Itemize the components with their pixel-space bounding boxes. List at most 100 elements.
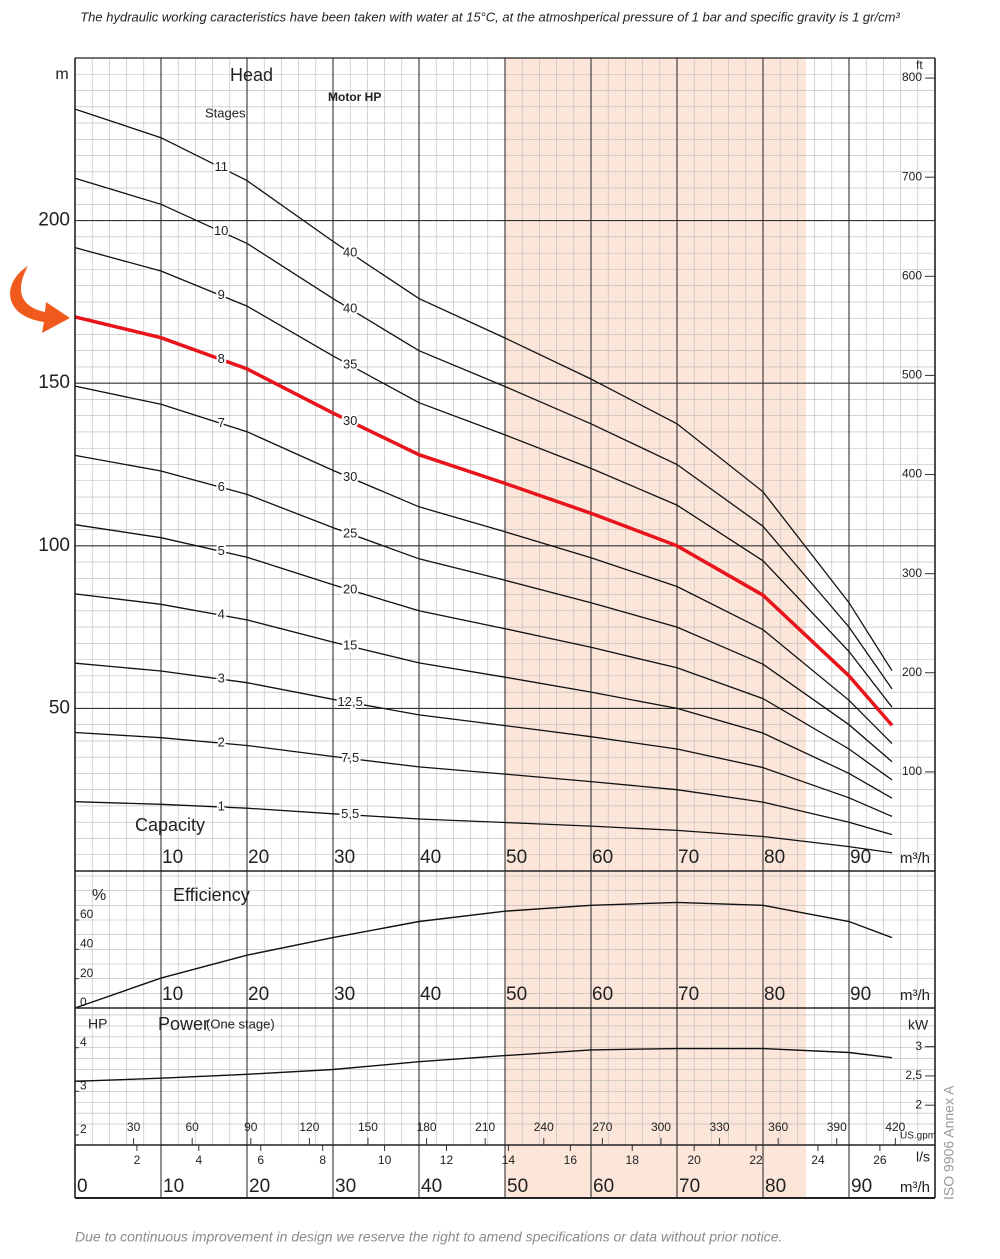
x-tick-label: 0 [77, 1176, 88, 1197]
pointer-arrow [10, 266, 71, 333]
motor-hp-label: 25 [343, 525, 357, 540]
head-curve [74, 385, 893, 744]
stage-label: 11 [214, 159, 228, 174]
stage-label: 1 [218, 799, 225, 814]
x-tick-label: 50 [506, 847, 527, 868]
x-tick-label: 40 [420, 847, 441, 868]
background-layer [74, 58, 935, 1198]
x-tick-label: 120 [299, 1120, 319, 1134]
axis-unit: m³/h [900, 1179, 930, 1196]
x-tick-label: 10 [162, 984, 183, 1005]
x-axis-title: Capacity [135, 815, 205, 835]
x-unit: m³/h [900, 987, 930, 1004]
y-axis-unit: % [92, 887, 106, 904]
stage-label: 7 [218, 415, 225, 430]
y2-tick-label: 600 [902, 268, 922, 282]
x-tick-label: 60 [592, 984, 613, 1005]
motor-hp-label: 20 [343, 581, 357, 596]
axis-unit: US.gpm [900, 1131, 936, 1142]
x-tick-label: 16 [564, 1153, 578, 1167]
x-tick-label: 30 [334, 847, 355, 868]
y-axis-unit: HP [88, 1016, 107, 1032]
motor-hp-label: 30 [343, 469, 357, 484]
x-tick-label: 80 [764, 984, 785, 1005]
y2-tick-label: 2 [915, 1097, 922, 1111]
y-tick-label: 20 [80, 966, 94, 980]
x-tick-label: 24 [811, 1153, 825, 1167]
motor-hp-label: 40 [343, 300, 357, 315]
x-tick-label: 20 [248, 984, 269, 1005]
x-tick-label: 20 [687, 1153, 701, 1167]
highlight-band [505, 871, 806, 1008]
head-curve [74, 801, 893, 854]
x-tick-label: 2 [134, 1153, 141, 1167]
stage-label: 9 [218, 287, 225, 302]
x-tick-label: 90 [851, 1176, 872, 1197]
x-tick-label: 60 [593, 1176, 614, 1197]
x-tick-label: 40 [421, 1176, 442, 1197]
x-tick-label: 30 [335, 1176, 356, 1197]
x-tick-label: 18 [626, 1153, 640, 1167]
panel-subtitle: (One stage) [206, 1016, 275, 1031]
y2-tick-label: 2,5 [905, 1068, 922, 1082]
efficiency-curve [74, 901, 893, 1009]
y2-axis-unit: ft [916, 58, 923, 72]
motor-hp-label: 5,5 [341, 806, 359, 821]
x-tick-label: 30 [334, 984, 355, 1005]
stage-label: 5 [218, 543, 225, 558]
y2-axis-unit: kW [908, 1017, 929, 1033]
stage-label: 8 [218, 351, 225, 366]
x-tick-label: 70 [679, 1176, 700, 1197]
head-curve [74, 662, 893, 817]
footer-note: Due to continuous improvement in design … [75, 1229, 782, 1245]
y-tick-label: 4 [80, 1035, 87, 1049]
x-tick-label: 60 [592, 847, 613, 868]
x-tick-label: 240 [534, 1120, 554, 1134]
x-tick-label: 10 [162, 847, 183, 868]
x-tick-label: 22 [749, 1153, 763, 1167]
x-tick-label: 10 [163, 1176, 184, 1197]
y2-tick-label: 700 [902, 169, 922, 183]
stage-label: 3 [218, 671, 225, 686]
x-tick-label: 210 [475, 1120, 495, 1134]
y-tick-label: 200 [38, 210, 70, 231]
motor-hp-label: 30 [343, 413, 357, 428]
y2-tick-label: 100 [902, 764, 922, 778]
x-tick-label: 20 [248, 847, 269, 868]
y-tick-label: 40 [80, 936, 94, 950]
x-tick-label: 90 [850, 847, 871, 868]
x-tick-label: 70 [678, 984, 699, 1005]
side-note: ISO 9906 Annex A [941, 1085, 957, 1200]
x-tick-label: 14 [502, 1153, 516, 1167]
motor-hp-label: 35 [343, 357, 357, 372]
y-tick-label: 100 [38, 535, 70, 556]
panel-title: Head [230, 65, 273, 85]
y2-tick-label: 300 [902, 566, 922, 580]
y-tick-label: 150 [38, 372, 70, 393]
x-tick-label: 50 [507, 1176, 528, 1197]
motor-label: Motor HP [328, 90, 381, 104]
y-tick-label: 2 [80, 1122, 87, 1136]
x-tick-label: 6 [257, 1153, 264, 1167]
y-tick-label: 3 [80, 1079, 87, 1093]
y2-tick-label: 200 [902, 665, 922, 679]
y2-tick-label: 3 [915, 1039, 922, 1053]
x-tick-label: 330 [710, 1120, 730, 1134]
x-tick-label: 8 [319, 1153, 326, 1167]
head-curve [74, 593, 893, 799]
x-tick-label: 300 [651, 1120, 671, 1134]
x-tick-label: 90 [850, 984, 871, 1005]
stage-label: 4 [218, 607, 225, 622]
x-tick-label: 40 [420, 984, 441, 1005]
stages-label: Stages [205, 105, 246, 120]
motor-hp-label: 12,5 [338, 694, 363, 709]
head-curve [74, 524, 893, 781]
stage-label: 10 [214, 223, 228, 238]
y2-tick-label: 800 [902, 70, 922, 84]
x-tick-label: 270 [592, 1120, 612, 1134]
y-tick-label: 60 [80, 907, 94, 921]
stage-label: 2 [218, 735, 225, 750]
highlight-band [505, 1008, 806, 1145]
x-tick-label: 20 [249, 1176, 270, 1197]
x-tick-label: 80 [764, 847, 785, 868]
